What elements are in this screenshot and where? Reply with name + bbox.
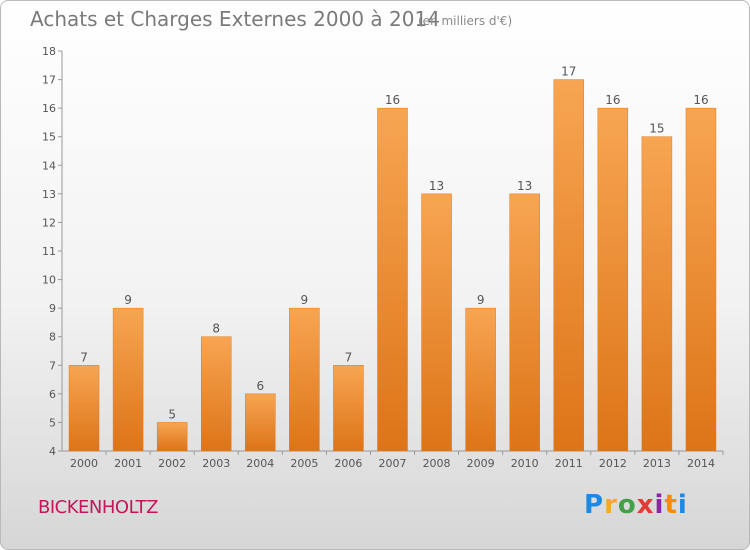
- bar: [200, 336, 232, 452]
- bar: [112, 307, 144, 452]
- y-tick-label: 16: [42, 102, 56, 115]
- x-tick-label: 2005: [290, 457, 318, 470]
- bar: [597, 107, 629, 452]
- data-label: 6: [256, 379, 264, 393]
- x-tick-label: 2010: [511, 457, 539, 470]
- x-tick-label: 2006: [334, 457, 362, 470]
- commune-name: BICKENHOLTZ: [38, 497, 158, 518]
- bar: [377, 107, 408, 452]
- logo-letter: i: [654, 490, 665, 520]
- x-tick-label: 2004: [246, 457, 274, 470]
- bar: [68, 365, 100, 452]
- logo-letter: x: [636, 490, 655, 520]
- data-label: 16: [385, 93, 400, 107]
- y-tick-label: 18: [42, 45, 56, 58]
- data-label: 16: [605, 93, 620, 107]
- y-tick-label: 17: [42, 74, 56, 87]
- y-tick-label: 5: [49, 416, 56, 429]
- y-axis: 4 5 6 7 8 9 10 11 12 13 14 15 16 17 18: [42, 45, 63, 458]
- bar: [333, 365, 364, 452]
- logo-letter: t: [664, 490, 678, 520]
- x-tick-label: 2014: [687, 457, 715, 470]
- x-tick-label: 2013: [643, 457, 671, 470]
- bar: [421, 193, 452, 452]
- y-tick-label: 7: [49, 359, 56, 372]
- x-axis: 2000 2001 2002 2003 2004 2005 2006 2007 2008 2009…: [62, 450, 724, 470]
- y-tick-label: 6: [49, 388, 56, 401]
- data-label: 15: [649, 122, 664, 136]
- bar: [641, 136, 673, 452]
- data-label: 9: [477, 293, 485, 307]
- data-label: 9: [301, 293, 309, 307]
- data-label: 17: [561, 65, 576, 79]
- x-tick-label: 2003: [202, 457, 230, 470]
- bar: [156, 422, 188, 452]
- bar: [245, 393, 276, 452]
- x-tick-label: 2002: [158, 457, 186, 470]
- y-tick-label: 9: [49, 302, 56, 315]
- bar: [685, 107, 717, 452]
- x-tick-label: 2009: [467, 457, 495, 470]
- x-tick-label: 2000: [70, 457, 98, 470]
- y-tick-label: 12: [42, 216, 56, 229]
- data-label: 9: [124, 293, 132, 307]
- y-tick-label: 4: [49, 445, 56, 458]
- bars: [68, 79, 717, 452]
- data-label: 13: [517, 179, 532, 193]
- x-tick-label: 2011: [555, 457, 583, 470]
- x-tick-label: 2001: [114, 457, 142, 470]
- bar: [289, 307, 320, 452]
- data-label: 7: [345, 350, 353, 364]
- data-label: 16: [693, 93, 708, 107]
- logo-letter: r: [604, 490, 618, 520]
- y-tick-label: 15: [42, 131, 56, 144]
- data-label: 7: [80, 350, 88, 364]
- data-label: 13: [429, 179, 444, 193]
- data-labels: 7 9 5 8 6 9 7 16 13 9 13 17 16 15 16: [80, 65, 708, 422]
- x-tick-label: 2008: [423, 457, 451, 470]
- proxiti-logo[interactable]: Proxiti: [584, 490, 688, 520]
- y-tick-label: 8: [49, 331, 56, 344]
- data-label: 5: [168, 407, 176, 421]
- y-tick-label: 11: [42, 245, 56, 258]
- chart-title: Achats et Charges Externes 2000 à 2014: [30, 7, 440, 31]
- x-tick-label: 2007: [379, 457, 407, 470]
- y-tick-label: 14: [42, 159, 56, 172]
- bar: [509, 193, 540, 452]
- y-tick-label: 10: [42, 274, 56, 287]
- bar: [465, 307, 496, 452]
- y-tick-label: 13: [42, 188, 56, 201]
- x-tick-label: 2012: [599, 457, 627, 470]
- data-label: 8: [212, 322, 220, 336]
- logo-letter: P: [584, 490, 605, 520]
- chart-subtitle: (en milliers d'€): [418, 14, 513, 28]
- bar: [553, 79, 585, 452]
- logo-letter: i: [677, 490, 688, 520]
- logo-letter: o: [617, 490, 637, 520]
